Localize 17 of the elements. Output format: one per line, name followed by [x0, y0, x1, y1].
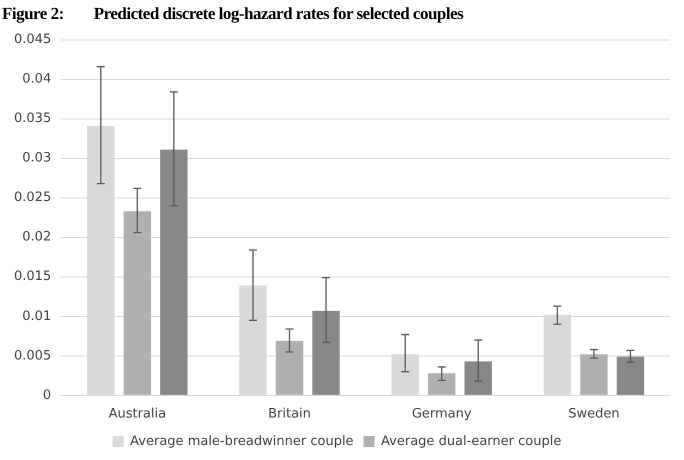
y-tick-label: 0.04: [22, 72, 52, 87]
y-tick-label: 0.005: [14, 348, 52, 364]
y-tick-label: 0.01: [22, 308, 52, 324]
x-tick-label: Britain: [268, 406, 311, 422]
y-tick-label: 0: [42, 388, 52, 403]
legend-label: Average dual-earner couple: [381, 434, 562, 449]
y-tick-label: 0.025: [14, 190, 52, 206]
chart-title: Figure 2: Predicted discrete log-hazard rates for selected couples: [2, 4, 464, 24]
x-tick-label: Australia: [108, 406, 166, 422]
y-tick-label: 0.015: [14, 269, 52, 284]
x-tick-label: Sweden: [568, 406, 620, 422]
y-tick-label: 0.03: [22, 150, 52, 166]
x-tick-label: Germany: [412, 406, 472, 422]
y-tick-label: 0.02: [22, 230, 52, 245]
y-tick-label: 0.045: [14, 32, 52, 48]
legend-label: Average male-breadwinner couple: [130, 434, 354, 449]
y-tick-label: 0.035: [14, 111, 52, 126]
